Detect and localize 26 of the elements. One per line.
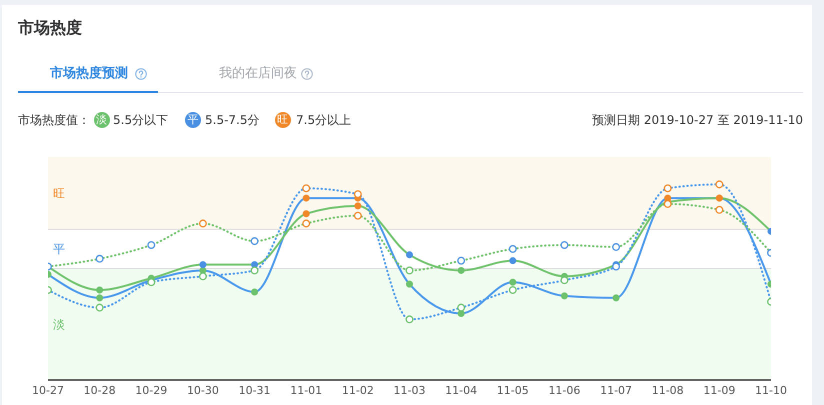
x-tick-label: 11-06 — [548, 384, 580, 397]
x-tick-label: 11-02 — [342, 384, 374, 397]
band-label: 旺 — [53, 186, 65, 200]
x-tick-label: 11-07 — [600, 384, 632, 397]
text: 市场热度预测 — [50, 65, 128, 83]
x-tick-label: 11-03 — [394, 384, 426, 397]
x-tick-label: 11-09 — [703, 384, 736, 397]
x-tick-label: 10-29 — [135, 384, 168, 397]
x-tick-label: 10-27 — [32, 384, 64, 397]
annotation: 平 — [53, 242, 65, 256]
text: 市场热度值： — [18, 112, 90, 129]
x-tick-label: 11-10 — [755, 384, 787, 397]
text: 5.5-7.5分 — [205, 112, 260, 129]
text: 7.5分以上 — [296, 112, 352, 129]
text: 我的在店间夜 — [219, 65, 297, 83]
x-tick-label: 11-08 — [652, 384, 684, 397]
chart-title: 市场热度 — [18, 18, 82, 38]
x-tick-label: 11-01 — [290, 384, 322, 397]
text: 预测日期 2019-10-27 至 2019-11-10 — [592, 112, 803, 129]
x-tick-label: 11-05 — [496, 384, 529, 397]
x-tick-label: 10-31 — [238, 384, 271, 397]
x-tick-label: 10-30 — [186, 384, 219, 397]
x-tick-label: 11-04 — [445, 384, 478, 397]
text: 5.5分以下 — [113, 112, 168, 129]
band-label: 淡 — [53, 318, 65, 332]
x-tick-label: 10-28 — [84, 384, 116, 397]
